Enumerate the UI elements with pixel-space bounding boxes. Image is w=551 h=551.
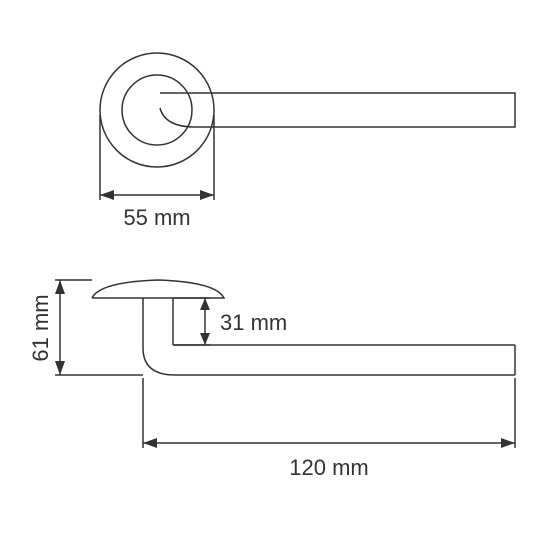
dim-55mm-label: 55 mm (123, 205, 190, 230)
top-view (100, 53, 515, 167)
rose-profile (92, 280, 224, 298)
rose-outer-circle (100, 53, 214, 167)
dim-61mm: 61 mm (28, 280, 143, 375)
dim-120mm: 120 mm (143, 378, 515, 480)
side-view (92, 280, 515, 375)
technical-drawing: 55 mm 61 mm 31 mm (0, 0, 551, 551)
dim-31mm-label: 31 mm (220, 310, 287, 335)
dim-31mm: 31 mm (173, 298, 287, 345)
dim-55mm: 55 mm (100, 115, 214, 230)
dim-120mm-label: 120 mm (289, 455, 368, 480)
dim-61mm-label: 61 mm (28, 294, 53, 361)
neck-fillet (143, 348, 175, 375)
rose-inner-circle (122, 75, 192, 145)
